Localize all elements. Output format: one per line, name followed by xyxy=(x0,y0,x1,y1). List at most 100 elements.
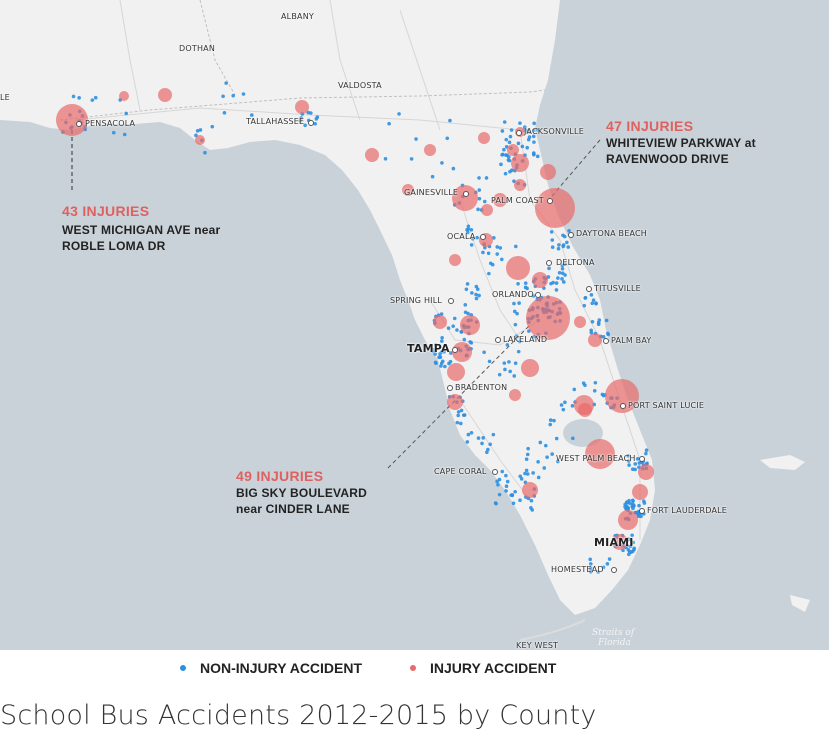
non-injury-marker xyxy=(561,407,566,412)
non-injury-marker xyxy=(470,291,474,295)
non-injury-marker xyxy=(465,440,470,444)
injury-markers xyxy=(56,88,654,550)
non-injury-marker xyxy=(482,199,487,204)
injury-marker xyxy=(447,394,463,410)
city-label-tampa: TAMPA xyxy=(407,342,450,355)
non-injury-marker xyxy=(469,430,474,435)
city-label-daytona-beach: DAYTONA BEACH xyxy=(576,229,648,238)
map[interactable]: ALBANY DOTHAN VALDOSTA PENSACOLA TALLAHA… xyxy=(0,0,829,650)
non-injury-marker xyxy=(459,408,464,413)
injury-marker xyxy=(481,204,493,216)
page-title: School Bus Accidents 2012-2015 by County xyxy=(0,700,597,731)
non-injury-marker xyxy=(524,128,529,133)
non-injury-marker xyxy=(516,281,520,286)
non-injury-marker xyxy=(536,460,540,464)
non-injury-marker xyxy=(448,351,453,355)
annotation-count: 43 INJURIES xyxy=(62,203,150,219)
city-label-ocala: OCALA xyxy=(447,232,476,241)
non-injury-marker xyxy=(488,442,492,447)
non-injury-marker xyxy=(492,236,496,240)
injury-marker xyxy=(509,389,521,401)
city-markers xyxy=(76,120,645,573)
non-injury-marker xyxy=(476,436,481,440)
non-injury-marker xyxy=(484,176,489,180)
non-injury-marker xyxy=(474,296,479,301)
non-injury-marker xyxy=(552,418,556,423)
non-injury-marker xyxy=(438,355,443,360)
non-injury-marker xyxy=(498,246,503,250)
injury-marker xyxy=(632,484,648,500)
injury-marker xyxy=(526,296,570,340)
non-injury-marker xyxy=(458,421,463,426)
non-injury-marker xyxy=(632,503,636,508)
city-label-west-palm-beach: WEST PALM BEACH xyxy=(556,454,636,463)
non-injury-marker xyxy=(525,452,530,457)
non-injury-marker xyxy=(630,533,634,538)
non-injury-marker xyxy=(414,137,418,141)
non-injury-marker xyxy=(481,436,486,440)
non-injury-marker xyxy=(515,311,519,316)
city-label-bradenton: BRADENTON xyxy=(455,383,508,392)
non-injury-marker xyxy=(471,236,475,241)
non-injury-marker xyxy=(224,81,228,85)
non-injury-marker xyxy=(523,471,527,476)
non-injury-marker xyxy=(525,145,530,150)
non-injury-marker xyxy=(451,324,456,328)
injury-marker xyxy=(506,256,530,280)
non-injury-marker xyxy=(627,552,631,557)
non-injury-marker xyxy=(516,349,521,354)
injury-marker xyxy=(511,154,529,172)
non-injury-marker xyxy=(508,369,512,374)
non-injury-marker xyxy=(626,454,630,458)
non-injury-marker xyxy=(468,340,472,344)
non-injury-marker xyxy=(561,243,566,247)
non-injury-marker xyxy=(605,562,610,566)
non-injury-marker xyxy=(547,266,551,271)
non-injury-marker xyxy=(482,350,486,355)
injury-marker xyxy=(618,510,638,530)
non-injury-marker xyxy=(198,128,203,132)
annotation-count: 47 INJURIES xyxy=(606,118,694,134)
non-injury-marker xyxy=(550,452,554,456)
injury-marker xyxy=(521,359,539,377)
leader-line-47 xyxy=(551,139,601,197)
water-label-line-2: Florida xyxy=(598,638,631,648)
non-injury-marker xyxy=(434,343,438,347)
non-injury-marker xyxy=(507,140,512,145)
non-injury-marker xyxy=(556,246,561,251)
non-injury-marker xyxy=(644,451,648,456)
annotation-location-line: RAVENWOOD DRIVE xyxy=(606,152,729,166)
non-injury-marker xyxy=(548,418,553,422)
non-injury-marker xyxy=(477,196,482,201)
non-injury-marker xyxy=(503,171,508,176)
non-injury-marker xyxy=(439,361,444,366)
non-injury-marker xyxy=(565,240,569,245)
non-injury-marker xyxy=(509,493,513,497)
non-injury-marker xyxy=(383,157,388,161)
non-injury-marker xyxy=(443,364,447,369)
injury-marker xyxy=(452,185,478,211)
injury-marker xyxy=(56,104,88,136)
non-injury-marker xyxy=(627,498,631,503)
non-injury-marker xyxy=(563,400,567,405)
non-injury-marker xyxy=(433,352,437,356)
city-label-dothan: DOTHAN xyxy=(179,44,216,53)
annotation-47: 47 INJURIES WHITEVIEW PARKWAY at RAVENWO… xyxy=(606,118,756,167)
injury-marker xyxy=(612,534,628,550)
injury-marker xyxy=(532,272,548,288)
non-injury-marker xyxy=(430,174,435,179)
injury-marker xyxy=(433,315,447,329)
non-injury-marker xyxy=(387,121,391,126)
legend-label: NON-INJURY ACCIDENT xyxy=(200,660,363,676)
non-injury-marker xyxy=(309,111,313,115)
non-injury-marker xyxy=(605,331,610,336)
non-injury-marker xyxy=(632,547,636,552)
city-label-miami: MIAMI xyxy=(594,536,634,549)
city-label-valdosta: VALDOSTA xyxy=(338,81,382,90)
city-label-orlando: ORLANDO xyxy=(492,290,534,299)
non-injury-marker xyxy=(90,98,95,102)
non-injury-marker xyxy=(554,436,559,441)
non-injury-marker xyxy=(572,387,577,392)
island xyxy=(790,595,810,612)
non-injury-marker xyxy=(633,462,638,466)
